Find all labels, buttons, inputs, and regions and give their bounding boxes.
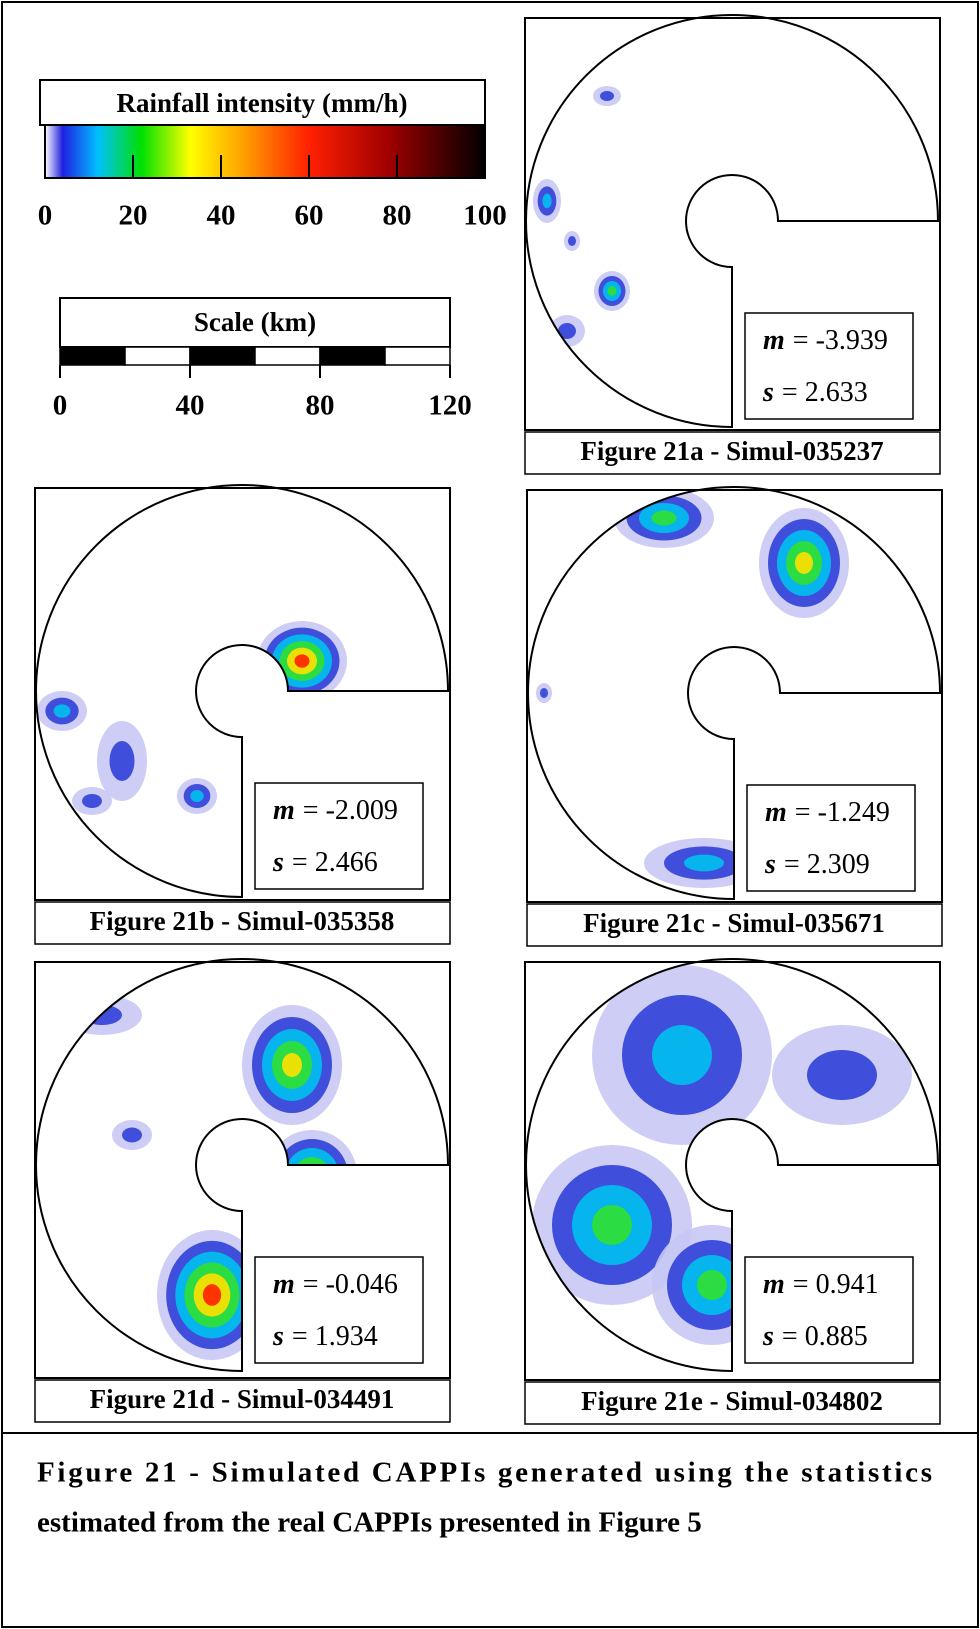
scale-segment	[60, 347, 125, 365]
caption-line: estimated from the real CAPPIs presented…	[37, 1507, 702, 1539]
stat: m = 0.941	[763, 1269, 879, 1300]
legend-title: Rainfall intensity (mm/h)	[116, 88, 407, 118]
stat-value: = 0.885	[782, 1321, 868, 1352]
scale-segment	[255, 347, 320, 365]
tick-label: 80	[306, 390, 335, 422]
stat-value: = -1.249	[795, 797, 890, 828]
panel: m = -3.939 s = 2.633 Figure 21a - Simul-0352…	[525, 15, 940, 474]
tick-label: 80	[383, 200, 412, 232]
stat-symbol: s	[764, 849, 776, 880]
rain-cell	[592, 1205, 632, 1245]
panel-caption: Figure 21c - Simul-035671	[583, 908, 885, 938]
rain-cell	[807, 1050, 877, 1100]
stat-symbol: m	[763, 1269, 785, 1300]
rain-cell	[542, 194, 551, 209]
scale-segment	[385, 347, 450, 365]
stat-value: = 0.941	[793, 1269, 879, 1300]
tick-label: 100	[463, 200, 507, 232]
figure: Figure 21 - Simulated CAPPIs generated u…	[0, 0, 980, 1629]
stat-symbol: s	[762, 377, 774, 408]
tick-label: 120	[428, 390, 472, 422]
rain-cell	[697, 1270, 727, 1300]
rain-cell	[203, 1284, 221, 1306]
stat: m = -2.009	[273, 795, 398, 826]
rain-cell	[82, 794, 102, 808]
stat: m = -3.939	[763, 325, 888, 356]
scale-title: Scale (km)	[194, 307, 316, 337]
rain-cell	[795, 552, 813, 574]
rain-cell	[652, 1025, 712, 1085]
panel-caption: Figure 21d - Simul-034491	[90, 1384, 395, 1414]
tick-label: 40	[207, 200, 236, 232]
stat-value: = 2.309	[784, 849, 870, 880]
stat-symbol: s	[272, 1321, 284, 1352]
scale-segment	[320, 347, 385, 365]
rain-cell	[540, 688, 548, 698]
rain-cell	[684, 855, 724, 872]
tick-label: 0	[53, 390, 68, 422]
stat-value: = -2.009	[303, 795, 398, 826]
stat: m = -0.046	[273, 1269, 398, 1300]
panel: m = -2.009 s = 2.466 Figure 21b - Simul-0353…	[35, 485, 450, 944]
stat-value: = 1.934	[292, 1321, 378, 1352]
stat-symbol: s	[762, 1321, 774, 1352]
panel-caption: Figure 21a - Simul-035237	[580, 436, 883, 466]
rain-cell	[568, 236, 576, 246]
stat-symbol: m	[765, 797, 787, 828]
rain-cell	[652, 511, 677, 526]
colorbar	[45, 125, 485, 178]
stat-symbol: m	[273, 1269, 295, 1300]
tick-label: 0	[38, 200, 53, 232]
stat-symbol: m	[763, 325, 785, 356]
panel: m = 0.941 s = 0.885 Figure 21e - Simul-03480…	[525, 959, 940, 1424]
panel-caption: Figure 21b - Simul-035358	[90, 906, 395, 936]
tick-label: 40	[176, 390, 205, 422]
panel-caption: Figure 21e - Simul-034802	[581, 1386, 883, 1416]
rain-cell	[122, 1128, 142, 1143]
rain-cell	[600, 91, 614, 101]
rain-cell	[608, 286, 617, 296]
rain-cell	[110, 741, 135, 781]
stat-value: = 2.466	[292, 847, 378, 878]
rain-cell	[54, 704, 71, 717]
scale-segment	[125, 347, 190, 365]
rain-cell	[282, 1053, 302, 1077]
rain-cell	[190, 790, 203, 802]
tick-label: 60	[295, 200, 324, 232]
stat-symbol: m	[273, 795, 295, 826]
rain-cell	[295, 654, 310, 667]
panel: m = -0.046 s = 1.934 Figure 21d - Simul-0344…	[35, 959, 450, 1422]
stat-value: = 2.633	[782, 377, 868, 408]
panel: m = -1.249 s = 2.309 Figure 21c - Simul-0356…	[527, 487, 942, 946]
stat-symbol: s	[272, 847, 284, 878]
caption-line: Figure 21 - Simulated CAPPIs generated u…	[37, 1457, 932, 1489]
stat-value: = -0.046	[303, 1269, 398, 1300]
scale-segment	[190, 347, 255, 365]
stat-value: = -3.939	[793, 325, 888, 356]
stat: m = -1.249	[765, 797, 890, 828]
tick-label: 20	[119, 200, 148, 232]
